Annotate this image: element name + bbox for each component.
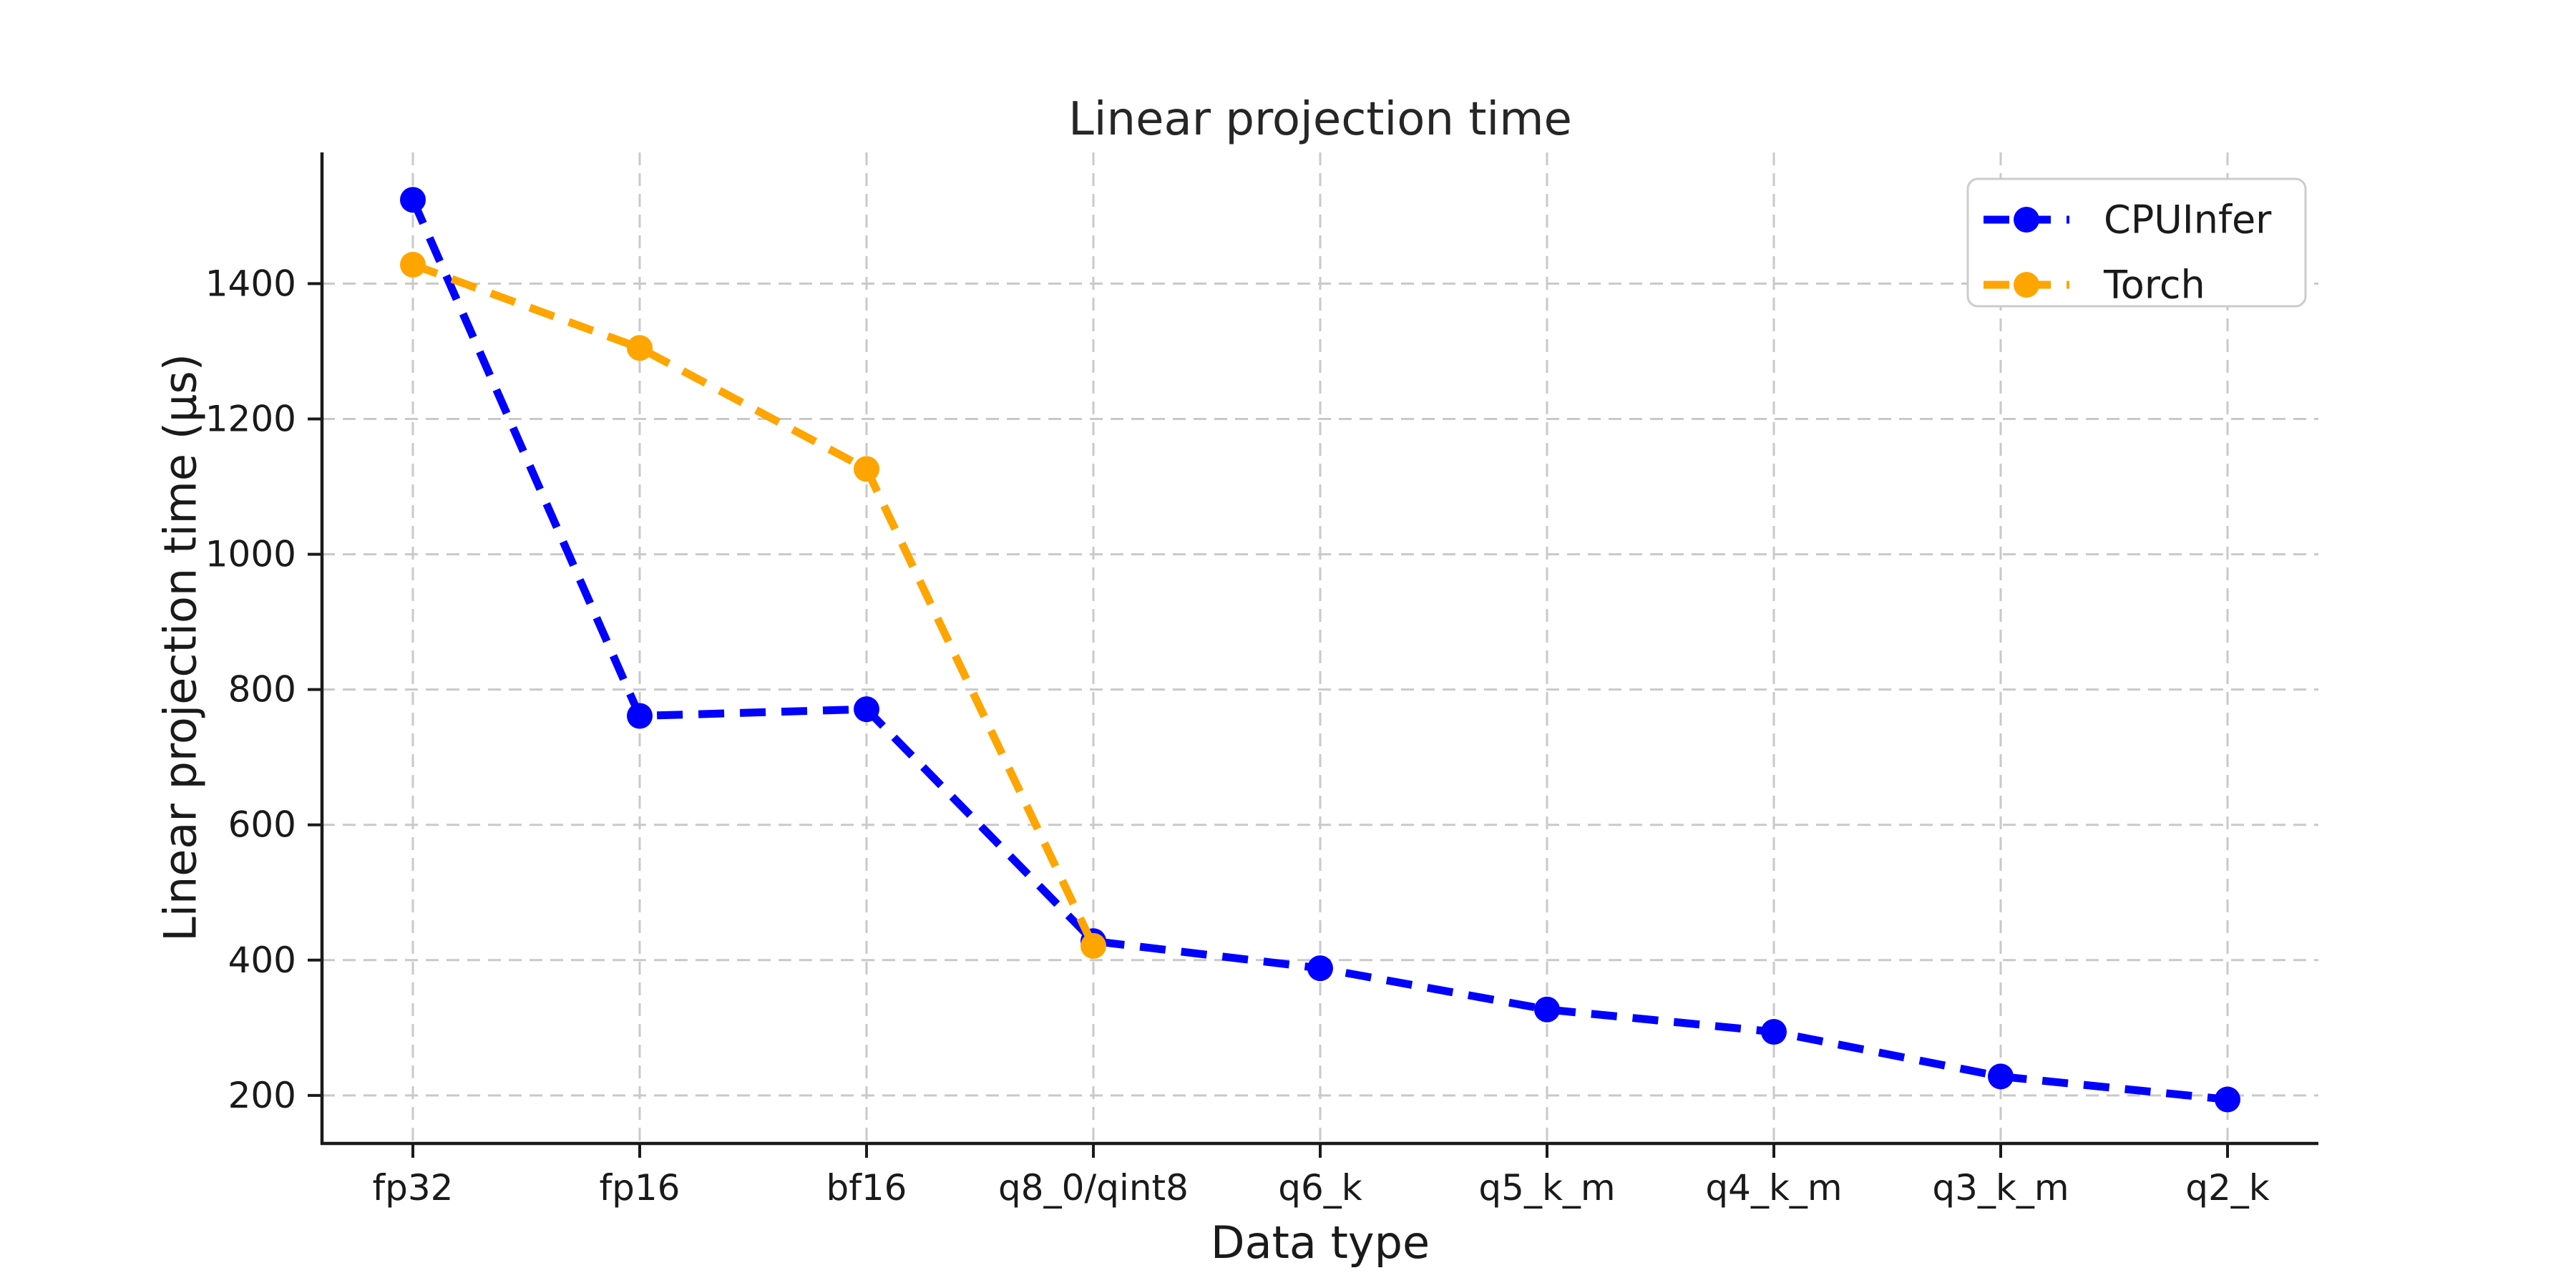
legend-label: Torch [2103, 263, 2205, 308]
x-axis-label: Data type [1210, 1216, 1430, 1269]
legend-marker [2014, 207, 2039, 233]
chart-title: Linear projection time [1068, 93, 1572, 146]
data-point-torch [1080, 932, 1106, 959]
y-tick-label: 800 [228, 669, 296, 711]
ticks: 200 400 600 800 1000 1200 1400 fp32 fp16 bf16 q8_0… [205, 263, 2270, 1208]
series-line-torch [411, 260, 1097, 948]
legend-box [1966, 177, 2307, 308]
data-point-cpuinfer [1534, 996, 1560, 1023]
legend-marker [2014, 272, 2039, 298]
data-point-cpuinfer [1761, 1019, 1787, 1045]
y-tick-label: 400 [228, 940, 296, 981]
data-point-cpuinfer [400, 187, 426, 213]
y-tick-label: 600 [228, 804, 296, 846]
data-point-cpuinfer [1307, 955, 1333, 982]
y-tick-label: 1000 [205, 534, 296, 575]
y-axis-label: Linear projection time (μs) [154, 353, 207, 942]
data-point-cpuinfer [627, 703, 653, 729]
y-tick-label: 200 [228, 1075, 296, 1116]
x-tick-label: fp16 [600, 1167, 680, 1209]
legend: CPUInfer Torch [1966, 177, 2307, 308]
x-tick-label: q3_k_m [1932, 1167, 2069, 1209]
x-tick-label: bf16 [826, 1167, 907, 1209]
data-point-torch [400, 251, 426, 278]
x-tick-label: q8_0/qint8 [998, 1167, 1189, 1209]
gridlines [322, 152, 2318, 1143]
series-torch [400, 251, 1106, 959]
data-point-cpuinfer [854, 696, 879, 723]
x-tick-label: q5_k_m [1478, 1167, 1615, 1209]
x-tick-label: fp32 [373, 1167, 454, 1209]
x-tick-label: q2_k [2185, 1167, 2270, 1209]
x-tick-label: q6_k [1278, 1167, 1362, 1209]
legend-label: CPUInfer [2104, 197, 2272, 243]
y-tick-label: 1400 [205, 263, 296, 304]
data-point-torch [854, 456, 879, 482]
y-tick-label: 1200 [205, 398, 296, 439]
series-group [400, 187, 2240, 1113]
legend-entry-cpuinfer: CPUInfer [1984, 197, 2272, 243]
data-point-cpuinfer [2215, 1086, 2240, 1113]
data-point-cpuinfer [1988, 1063, 2014, 1090]
legend-entry-torch: Torch [1984, 263, 2205, 308]
x-tick-label: q4_k_m [1705, 1167, 1842, 1209]
data-point-torch [627, 335, 653, 361]
